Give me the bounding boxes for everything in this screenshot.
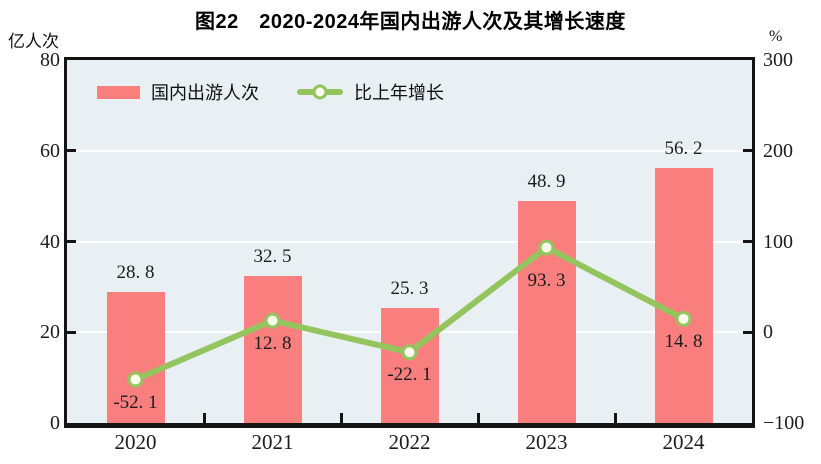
x-axis-tick-label: 2023 [525,430,568,454]
right-axis-unit-label: % [769,28,783,45]
line-value-label: 93. 3 [527,269,566,291]
left-axis-tick-label: 80 [40,49,60,71]
x-axis-tick-label: 2020 [114,430,157,454]
left-axis-tick [67,149,76,153]
bar [380,308,439,423]
chart-title: 图22 2020-2024年国内出游人次及其增长速度 [195,11,626,33]
bar [106,292,165,423]
gridline [67,149,752,152]
bar [243,275,302,423]
bar-legend-swatch [97,85,140,99]
left-axis-tick-label: 0 [50,412,60,434]
line-series [127,239,692,388]
right-axis-tick-label: 100 [763,230,793,253]
line-marker [401,344,418,361]
bar-value-label: 25. 3 [390,278,429,300]
left-axis-tick-label: 20 [40,321,60,344]
x-axis-tick-label: 2021 [251,430,294,454]
bar-value-label: 56. 2 [664,137,703,159]
line-marker [127,371,144,388]
legend: 国内出游人次 比上年增长 [97,79,444,105]
x-axis-tick [476,413,480,423]
line-value-label: 14. 8 [664,330,703,352]
x-axis-tick [202,413,206,423]
bar-value-label: 32. 5 [253,245,292,267]
line-value-label: 12. 8 [253,332,292,354]
line-legend-label: 比上年增长 [354,83,444,103]
right-axis-tick-label: 200 [763,139,793,162]
left-axis-unit-label: 亿人次 [8,32,59,51]
right-axis-tick-label: −100 [763,412,805,434]
x-axis-tick [339,413,343,423]
left-axis-tick [67,240,76,243]
right-axis-tick [743,149,752,153]
line-legend-marker-icon [312,84,328,100]
bar-value-label: 48. 9 [527,171,566,193]
bar-legend-label: 国内出游人次 [151,83,259,103]
right-axis-tick [743,240,752,243]
right-axis-tick-label: 300 [763,49,793,71]
bar [517,201,576,423]
line-legend-sample [297,84,343,100]
x-axis-tick-label: 2022 [388,430,431,454]
line-value-label: -52. 1 [113,391,158,413]
line-marker [675,310,692,327]
x-axis-tick-label: 2024 [662,430,705,454]
gridline [67,240,752,243]
right-axis-tick-label: 0 [763,321,773,344]
line-marker [538,239,555,256]
x-axis-tick [613,413,617,423]
bar [654,168,713,423]
bar-value-label: 28. 8 [116,262,155,284]
left-axis-tick [67,330,76,334]
left-axis-tick-label: 60 [40,139,60,162]
right-axis-tick [743,330,752,334]
line-value-label: -22. 1 [387,364,432,386]
plot-area: 28. 8 32. 5 25. 3 48. 9 56. 2 -52. 1 12. 8 -22.… [64,57,755,428]
line-marker [264,312,281,329]
left-axis-tick-label: 40 [40,230,60,253]
